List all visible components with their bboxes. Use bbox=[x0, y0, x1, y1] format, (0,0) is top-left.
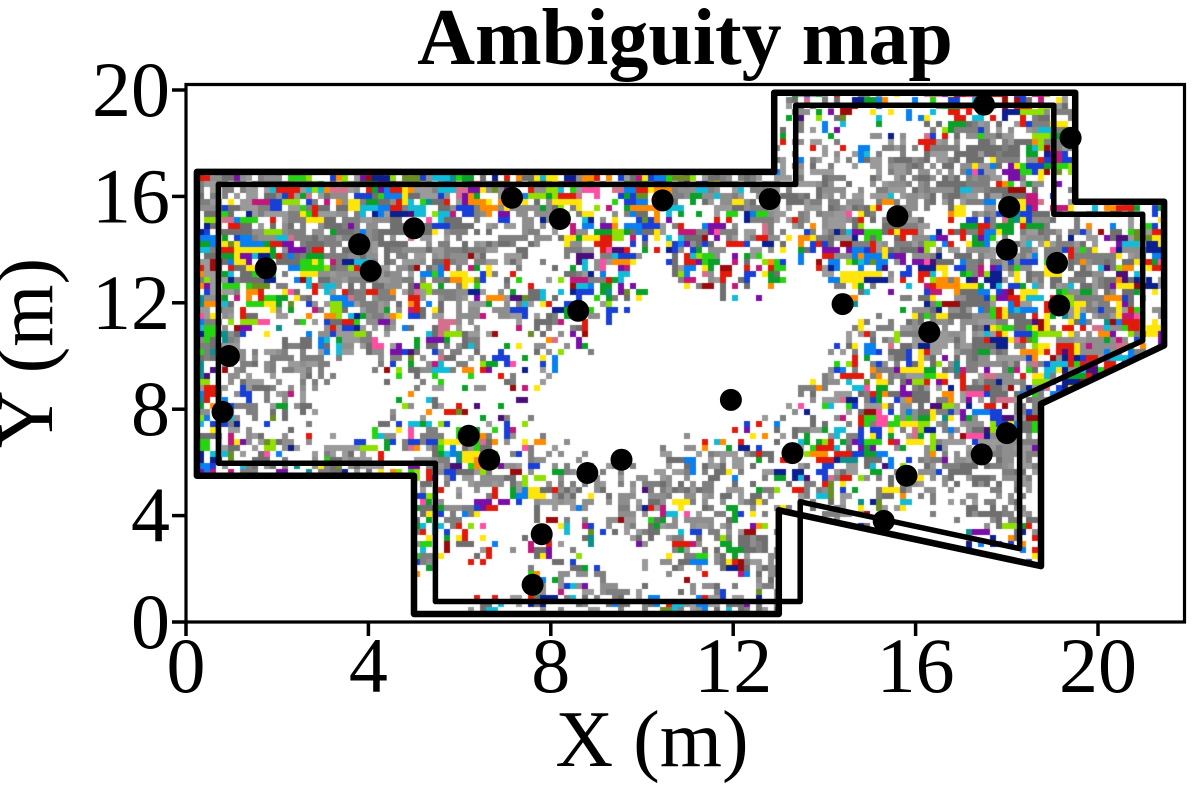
x-tick-label: 20 bbox=[1059, 622, 1137, 709]
landmark-dot bbox=[1048, 294, 1071, 317]
map-inner-wall-outline bbox=[215, 102, 1146, 605]
landmark-dot bbox=[501, 186, 523, 209]
y-tick-label: 16 bbox=[92, 152, 170, 239]
landmark-dot bbox=[576, 462, 599, 484]
y-axis-label: Y (m) bbox=[0, 258, 70, 448]
landmark-dot bbox=[610, 448, 633, 471]
axes-frame bbox=[184, 82, 1187, 624]
landmark-dot bbox=[651, 189, 674, 212]
y-tick-label: 8 bbox=[131, 365, 170, 452]
landmark-dot bbox=[359, 259, 382, 282]
landmark-dot bbox=[567, 299, 590, 322]
x-tick-label: 12 bbox=[694, 622, 772, 709]
y-tick-label: 4 bbox=[131, 472, 170, 559]
landmark-dot bbox=[211, 400, 234, 423]
landmark-dot bbox=[831, 293, 854, 316]
y-tick-label: 12 bbox=[92, 259, 170, 346]
x-tick-label: 8 bbox=[531, 622, 570, 709]
landmark-dot bbox=[918, 321, 941, 344]
landmark-dot bbox=[403, 217, 425, 240]
landmark-dot bbox=[895, 464, 918, 487]
landmark-dot bbox=[758, 188, 781, 211]
landmark-dot bbox=[478, 448, 501, 471]
landmark-dot bbox=[872, 509, 895, 532]
landmark-dot bbox=[886, 205, 909, 228]
landmark-dot bbox=[348, 233, 371, 256]
y-tick-label: 20 bbox=[92, 46, 170, 133]
landmark-dot bbox=[521, 573, 544, 596]
landmark-dot bbox=[217, 345, 240, 367]
x-tick-label: 0 bbox=[167, 622, 206, 709]
landmark-dot bbox=[781, 442, 804, 465]
x-tick-label: 4 bbox=[349, 622, 388, 709]
landmark-dot bbox=[530, 523, 553, 546]
landmark-dot bbox=[973, 93, 995, 116]
landmark-dot bbox=[970, 443, 993, 466]
landmark-dot bbox=[254, 257, 277, 280]
x-tick-label: 16 bbox=[877, 622, 955, 709]
landmark-dot bbox=[548, 208, 571, 230]
x-axis-label: X (m) bbox=[555, 696, 748, 784]
landmark-dot bbox=[457, 424, 480, 447]
landmark-dot bbox=[1046, 251, 1068, 274]
chart-title: Ambiguity map bbox=[417, 0, 953, 82]
y-tick-label: 0 bbox=[131, 578, 170, 665]
landmark-dot bbox=[995, 422, 1018, 445]
landmark-dot bbox=[995, 238, 1018, 261]
landmark-dot bbox=[1059, 126, 1082, 149]
landmark-dot bbox=[719, 388, 742, 411]
landmark-dot bbox=[998, 196, 1021, 218]
map-boundary-outline bbox=[193, 89, 1168, 618]
